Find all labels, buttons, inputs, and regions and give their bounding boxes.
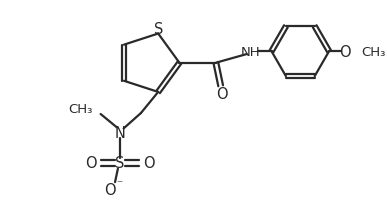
Text: ⁻: ⁻ [117, 178, 123, 190]
Text: S: S [115, 156, 125, 170]
Text: O: O [143, 156, 154, 170]
Text: O: O [104, 182, 116, 197]
Text: O: O [85, 156, 97, 170]
Text: CH₃: CH₃ [362, 45, 386, 58]
Text: S: S [154, 22, 164, 37]
Text: NH: NH [241, 45, 260, 58]
Text: O: O [216, 86, 228, 101]
Text: CH₃: CH₃ [68, 102, 93, 115]
Text: N: N [115, 125, 125, 140]
Text: O: O [339, 44, 351, 59]
